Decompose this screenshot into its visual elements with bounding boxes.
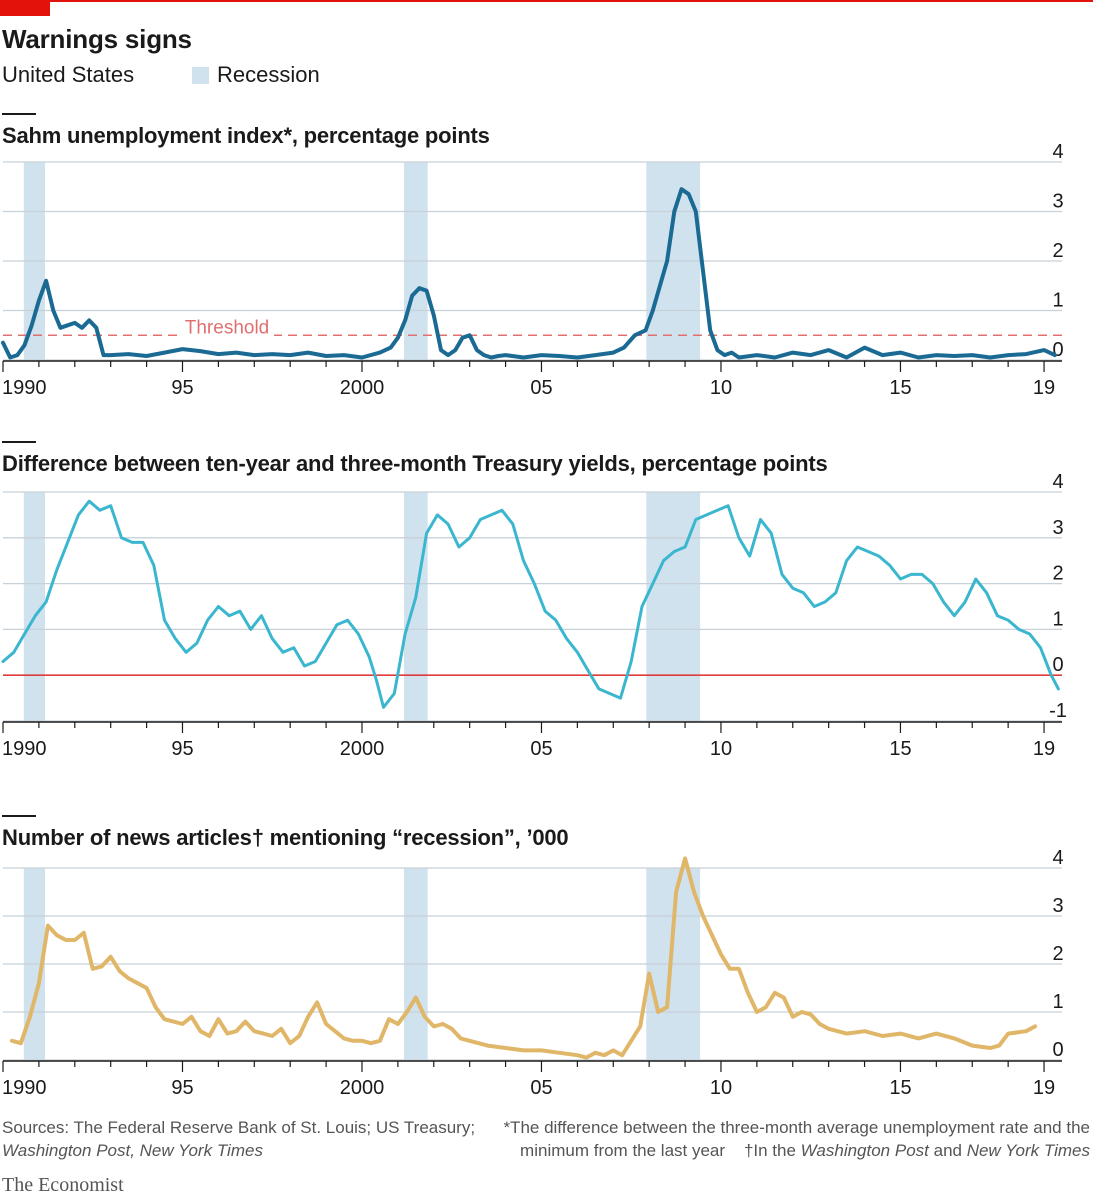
top-red-rule <box>0 0 1093 2</box>
panel-3-rule <box>2 815 36 817</box>
yield-y-tick-label-4: 3 <box>1052 517 1063 539</box>
news-x-tick-label-0: 1990 <box>2 1077 47 1099</box>
news-y-tick-label-3: 3 <box>1052 895 1063 917</box>
footnote-wp: Washington Post <box>800 1141 929 1160</box>
news-y-tick-label-0: 0 <box>1052 1039 1063 1061</box>
news-articles-chart: 0 1 2 3 4 1990 95 2000 05 10 15 19 <box>2 847 1064 1099</box>
panel-2-rule <box>2 441 36 443</box>
panel-2-title: Difference between ten-year and three-mo… <box>2 451 828 476</box>
yield-spread-chart: -1 0 1 2 3 4 1990 95 2000 05 10 15 19 <box>1 471 1067 760</box>
yield-y-tick-label-3: 2 <box>1052 563 1063 585</box>
footnote-line-2a: minimum from the last year <box>520 1141 726 1160</box>
yield-x-tick-label-5: 15 <box>889 738 911 760</box>
threshold-label-bg <box>180 317 274 338</box>
chart-title: Warnings signs <box>2 24 192 54</box>
yield-x-tick-label-6: 19 <box>1033 738 1055 760</box>
yield-series-line <box>1 499 1060 709</box>
yield-y-tick-label-1: 0 <box>1052 654 1063 676</box>
sahm-x-tick-label-5: 15 <box>889 377 911 399</box>
news-x-tick-label-6: 19 <box>1033 1077 1055 1099</box>
yield-x-tick-label-3: 05 <box>530 738 552 760</box>
sources-line-1: Sources: The Federal Reserve Bank of St.… <box>2 1118 476 1137</box>
legend: Recession <box>192 62 320 88</box>
brand-red-tab <box>0 0 50 16</box>
yield-recession-band-1 <box>403 492 428 721</box>
news-x-tick-label-4: 10 <box>710 1077 732 1099</box>
legend-recession-label: Recession <box>217 62 320 87</box>
panel-1-title: Sahm unemployment index*, percentage poi… <box>2 123 490 148</box>
footnote-dagger: †In the <box>743 1141 801 1160</box>
sahm-x-tick-label-4: 10 <box>710 377 732 399</box>
yield-recession-band-0 <box>23 492 46 721</box>
news-x-tick-label-3: 05 <box>530 1077 552 1099</box>
sahm-series-line <box>1 187 1057 360</box>
footnote-and: and <box>928 1141 967 1160</box>
news-x-tick-label-2: 2000 <box>340 1077 385 1099</box>
chart-subtitle: United States <box>2 62 135 87</box>
yield-y-tick-label-0: -1 <box>1049 700 1067 722</box>
sahm-y-tick-label-1: 1 <box>1052 290 1063 312</box>
footnotes: *The difference between the three-month … <box>503 1116 1090 1162</box>
economist-logo: The Economist <box>2 1174 124 1196</box>
yield-x-tick-label-2: 2000 <box>340 738 385 760</box>
yield-x-tick-label-4: 10 <box>710 738 732 760</box>
news-y-tick-label-1: 1 <box>1052 991 1063 1013</box>
threshold-label: Threshold <box>185 317 270 338</box>
sahm-y-tick-label-4: 4 <box>1052 141 1063 163</box>
yield-x-tick-label-0: 1990 <box>2 738 47 760</box>
news-x-tick-label-1: 95 <box>171 1077 193 1099</box>
news-y-tick-label-2: 2 <box>1052 943 1063 965</box>
sahm-y-tick-label-0: 0 <box>1052 339 1063 361</box>
footnote-line-1: *The difference between the three-month … <box>503 1118 1090 1137</box>
panel-1-rule <box>2 113 36 115</box>
sahm-x-tick-label-6: 19 <box>1033 377 1055 399</box>
footnote-nyt: New York Times <box>966 1141 1090 1160</box>
sahm-y-tick-label-3: 3 <box>1052 191 1063 213</box>
news-series-line <box>10 856 1038 1060</box>
news-x-tick-label-5: 15 <box>889 1077 911 1099</box>
yield-x-tick-label-1: 95 <box>171 738 193 760</box>
legend-recession-swatch <box>192 66 209 84</box>
sahm-x-tick-label-1: 95 <box>171 377 193 399</box>
sahm-y-tick-label-2: 2 <box>1052 240 1063 262</box>
sahm-x-tick-label-0: 1990 <box>2 377 47 399</box>
yield-y-tick-label-2: 1 <box>1052 608 1063 630</box>
yield-y-tick-label-5: 4 <box>1052 471 1063 493</box>
footnote-line-2: minimum from the last year †In the Washi… <box>503 1139 1090 1162</box>
sahm-x-tick-label-2: 2000 <box>340 377 385 399</box>
sources-note: Sources: The Federal Reserve Bank of St.… <box>2 1116 475 1162</box>
panel-3-title: Number of news articles† mentioning “rec… <box>2 825 569 850</box>
sahm-x-tick-label-3: 05 <box>530 377 552 399</box>
sahm-chart: 0 1 2 3 4 Threshold 1990 95 2000 05 10 15 19 <box>1 141 1064 399</box>
news-y-tick-label-4: 4 <box>1052 847 1063 869</box>
sources-line-2: Washington Post, New York Times <box>2 1141 263 1160</box>
